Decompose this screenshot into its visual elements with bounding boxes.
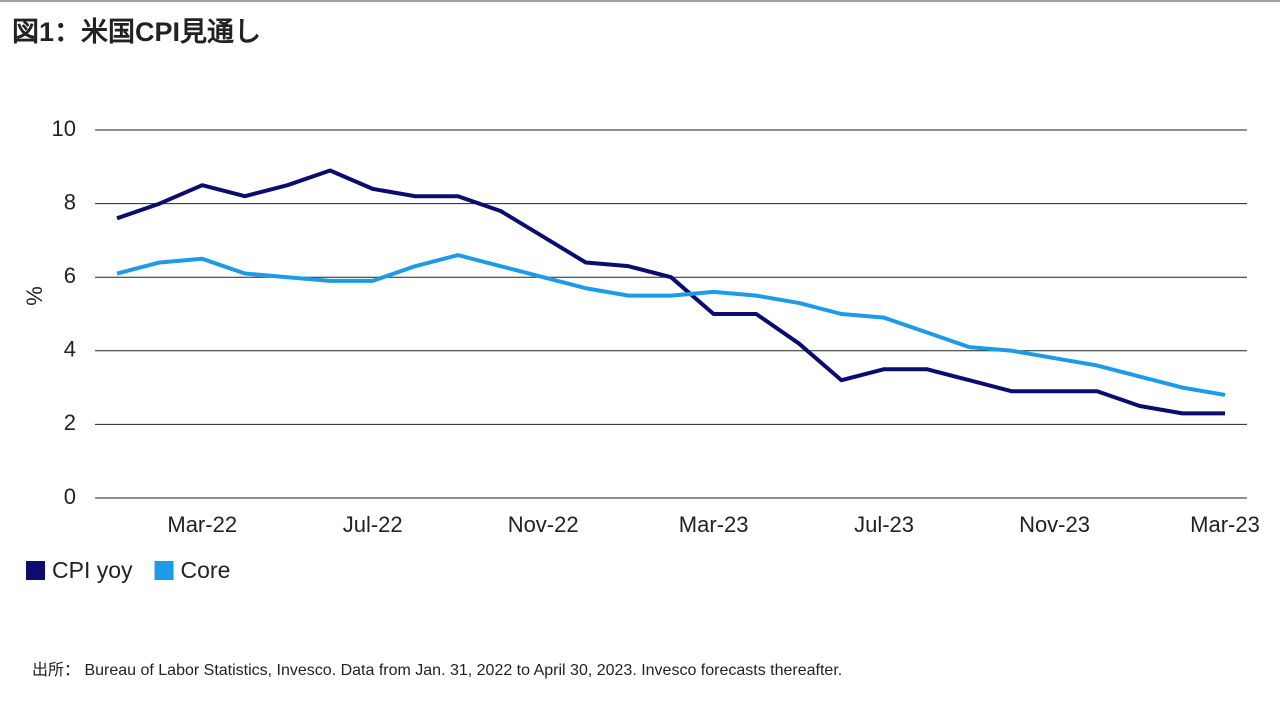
legend-label: CPI yoy: [52, 557, 133, 583]
y-tick-label: 0: [64, 484, 76, 509]
legend-swatch: [154, 561, 174, 580]
y-tick-label: 6: [64, 263, 76, 288]
x-tick-label: Mar-23: [679, 512, 749, 537]
x-tick-label: Mar-23: [1190, 512, 1260, 537]
series-line: [116, 168, 1225, 416]
y-tick-label: 8: [64, 189, 76, 214]
series-line: [116, 253, 1226, 397]
legend-swatch: [26, 561, 45, 580]
legend-label: Core: [181, 557, 231, 583]
x-tick-label: Jul-23: [854, 512, 914, 537]
y-tick-label: 2: [64, 410, 76, 435]
y-axis-label: %: [22, 286, 47, 306]
y-tick-label: 10: [52, 116, 76, 141]
y-tick-label: 4: [64, 337, 76, 362]
chart-title: 図1：米国CPI見通し: [12, 17, 261, 47]
x-tick-label: Mar-22: [167, 512, 237, 537]
x-tick-label: Jul-22: [343, 512, 403, 537]
x-tick-label: Nov-23: [1019, 512, 1090, 537]
source-note: 出所： Bureau of Labor Statistics, Invesco.…: [32, 661, 842, 679]
x-tick-label: Nov-22: [508, 512, 579, 537]
